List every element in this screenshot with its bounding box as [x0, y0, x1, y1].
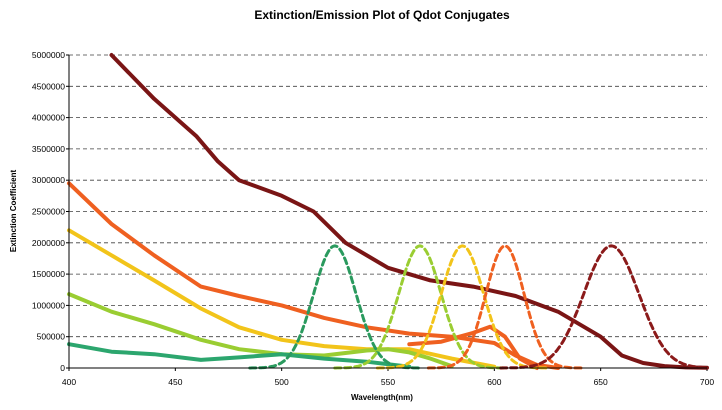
extinction-series-1	[67, 181, 561, 370]
y-tick-label: 3000000	[32, 175, 65, 185]
y-tick-label: 4000000	[32, 113, 65, 123]
x-axis-label: Wavelength(nm)	[351, 393, 413, 402]
x-axis-ticks: 400 450 500 550 600 650 700	[62, 368, 714, 387]
y-tick-label: 2500000	[32, 207, 65, 217]
y-tick-label: 2000000	[32, 238, 65, 248]
emission-series-7	[333, 244, 507, 370]
y-tick-label: 3500000	[32, 144, 65, 154]
extinction-series-5	[67, 342, 412, 369]
emission-series-10	[499, 244, 709, 370]
y-tick-label: 5000000	[32, 50, 65, 60]
emission-series-6	[248, 244, 422, 370]
y-tick-label: 1000000	[32, 300, 65, 310]
grid	[69, 54, 707, 338]
x-tick-label: 450	[168, 377, 182, 387]
y-tick-label: 0	[60, 363, 65, 373]
emission-series-8	[375, 244, 549, 370]
y-tick-label: 4500000	[32, 81, 65, 91]
extinction-series-2	[407, 324, 539, 370]
extinction-series-3	[67, 228, 497, 369]
y-tick-label: 1500000	[32, 269, 65, 279]
x-tick-label: 550	[381, 377, 395, 387]
y-axis-ticks: 0 500000 1000000 1500000 2000000 2500000 30000…	[32, 50, 69, 373]
x-tick-label: 400	[62, 377, 76, 387]
extinction-series-0	[109, 53, 709, 370]
y-tick-label: 500000	[37, 332, 66, 342]
x-tick-label: 650	[594, 377, 608, 387]
series-layer	[67, 53, 709, 370]
emission-series-9	[426, 244, 583, 370]
x-tick-label: 500	[275, 377, 289, 387]
x-tick-label: 600	[487, 377, 501, 387]
y-axis-label: Extinction Coefficient	[9, 170, 18, 253]
chart-title: Extinction/Emission Plot of Qdot Conjuga…	[254, 8, 510, 22]
x-tick-label: 700	[700, 377, 714, 387]
